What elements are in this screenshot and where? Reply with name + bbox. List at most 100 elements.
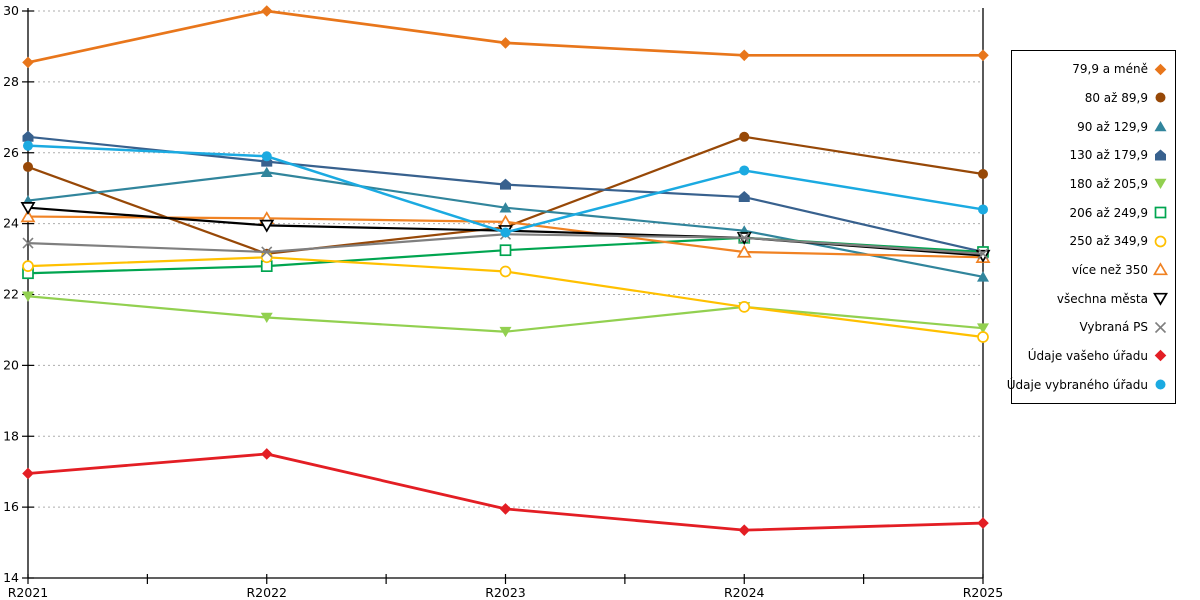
marker-diamond (977, 517, 989, 529)
legend-marker-icon (1154, 179, 1167, 190)
marker-circle (978, 169, 988, 180)
x-tick-label: R2025 (963, 585, 1004, 600)
marker-circle (261, 151, 272, 162)
legend: 79,9 a méně 80 až 89,9 90 až 129,9 130 až 1… (1007, 50, 1176, 404)
series-line (27, 452, 984, 532)
marker-triangle-down (22, 291, 34, 302)
legend-marker-icon (1153, 292, 1168, 306)
marker-circle-open (260, 251, 273, 264)
marker-square-open (1154, 206, 1167, 219)
y-tick-label: 20 (3, 357, 19, 372)
marker-triangle-down (499, 326, 512, 338)
x-tick-label: R2022 (247, 585, 288, 600)
marker-triangle-up (1154, 121, 1167, 132)
legend-item: 130 až 179,9 (1012, 148, 1175, 163)
marker-triangle-down-open (259, 219, 275, 233)
marker-triangle-up (260, 166, 273, 178)
legend-label: 250 až 349,9 (1069, 234, 1148, 249)
marker-triangle-up-open (20, 209, 36, 223)
marker-x-open (261, 246, 273, 258)
legend-label: Vybraná PS (1079, 320, 1148, 335)
series-line (27, 9, 983, 64)
marker-triangle-up (499, 202, 512, 213)
x-tick-label: R2021 (8, 585, 49, 600)
legend-label: všechna města (1056, 291, 1148, 306)
x-tick-label: R2024 (724, 585, 765, 600)
y-tick-label: 18 (3, 428, 19, 443)
y-tick-label: 28 (3, 74, 19, 89)
y-tick-label: 26 (3, 145, 19, 160)
marker-diamond (499, 37, 512, 49)
legend-item: 180 až 205,9 (1012, 176, 1175, 191)
marker-x-open (738, 232, 750, 244)
legend-marker-icon (1154, 321, 1167, 333)
marker-pentagon (22, 130, 34, 142)
legend-label: Údaje vybraného úřadu (1006, 377, 1148, 392)
marker-diamond (22, 467, 34, 480)
marker-circle (1155, 92, 1166, 103)
marker-pentagon (500, 178, 511, 190)
series-4 (22, 130, 989, 257)
marker-circle-open (22, 260, 34, 272)
legend-label: 80 až 89,9 (1084, 90, 1148, 105)
marker-diamond (1154, 63, 1167, 76)
legend-item: více než 350 (1012, 262, 1175, 277)
marker-circle-open (1154, 235, 1167, 248)
legend-item: 250 až 349,9 (1012, 234, 1175, 249)
marker-x-open (22, 237, 34, 249)
series-7 (22, 251, 989, 343)
marker-triangle-up (977, 271, 989, 282)
legend-label: 180 až 205,9 (1069, 176, 1148, 191)
series-1 (22, 5, 989, 69)
marker-pentagon (738, 191, 750, 203)
marker-pentagon (1155, 149, 1166, 161)
marker-diamond (499, 503, 512, 515)
legend-marker-icon (1154, 350, 1167, 362)
marker-square-open (499, 244, 512, 257)
marker-circle (23, 140, 33, 151)
series-5 (22, 291, 989, 338)
y-tick-label: 16 (3, 499, 19, 514)
legend-marker-icon (1155, 379, 1166, 390)
y-tick-label: 14 (3, 570, 19, 585)
series-12 (23, 140, 988, 238)
legend-marker-icon (1154, 63, 1167, 76)
series-line (27, 295, 984, 333)
marker-diamond (1154, 350, 1167, 362)
marker-circle (739, 165, 750, 176)
y-tick-label: 22 (3, 287, 19, 302)
x-tick-label: R2023 (485, 585, 526, 600)
legend-label: Údaje vašeho úřadu (1027, 348, 1148, 363)
marker-diamond (22, 56, 34, 69)
marker-diamond (738, 524, 751, 536)
marker-circle (23, 161, 33, 172)
legend-label: 79,9 a méně (1072, 62, 1148, 77)
legend-marker-icon (1155, 149, 1166, 161)
legend-label: více než 350 (1071, 262, 1148, 277)
legend-label: 206 až 249,9 (1069, 205, 1148, 220)
marker-diamond (260, 5, 273, 17)
marker-triangle-down (977, 323, 989, 334)
marker-triangle-up-open (736, 244, 752, 258)
marker-circle-open (977, 331, 989, 343)
legend-item: 90 až 129,9 (1012, 119, 1175, 134)
marker-triangle-down (1154, 179, 1167, 190)
legend-item: Vybraná PS (1012, 320, 1175, 335)
marker-circle-open (499, 265, 512, 278)
series-11 (22, 448, 989, 536)
marker-circle (739, 131, 750, 142)
legend-marker-icon (1154, 121, 1167, 132)
marker-circle (1155, 379, 1166, 390)
legend-marker-icon (1155, 92, 1166, 103)
legend-marker-icon (1153, 262, 1168, 276)
legend-item: 79,9 a méně (1012, 62, 1175, 77)
marker-triangle-down-open (1153, 292, 1168, 306)
legend-item: všechna města (1012, 291, 1175, 306)
legend-label: 90 až 129,9 (1077, 119, 1148, 134)
legend-item: Údaje vybraného úřadu (1007, 377, 1175, 392)
y-tick-label: 24 (3, 216, 19, 231)
marker-circle (978, 204, 988, 215)
marker-x-open (977, 248, 989, 260)
legend-item: 206 až 249,9 (1012, 205, 1175, 220)
